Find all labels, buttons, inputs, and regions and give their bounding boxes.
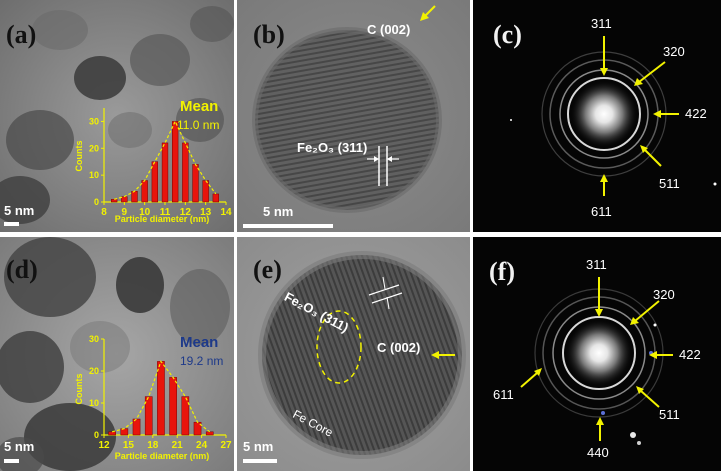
histD-xtick-label: 18: [147, 440, 159, 451]
panel-b-scale-bar: [243, 224, 333, 228]
histA-ytick-label: 10: [89, 170, 99, 180]
histA-bar: [131, 191, 138, 203]
panel-d-mean-title: Mean: [180, 334, 219, 351]
panel-d-label: (d): [6, 255, 38, 284]
panel-d-xlabel: Particle diameter (nm): [115, 451, 210, 461]
histD-xtick-label: 12: [98, 440, 110, 451]
panel-a-ylabel: Counts: [74, 141, 84, 172]
histA-fit-curve: [114, 119, 217, 200]
histA-xtick-label: 11: [160, 207, 171, 218]
panel-d-mean-value: 19.2 nm: [180, 354, 224, 368]
panel-f: (f) 311 320 422 511 440 611: [473, 237, 721, 471]
panel-f-ring-440: 440: [587, 445, 609, 460]
histD-bar: [108, 431, 116, 436]
histA-xtick-label: 13: [200, 207, 212, 218]
panel-a-mean-title: Mean: [180, 98, 219, 115]
panel-b-micrograph: [237, 0, 470, 232]
panel-e-micrograph: [237, 237, 470, 471]
panel-d-scale-bar: [4, 459, 19, 463]
histA-ytick-label: 30: [89, 116, 99, 126]
histD-bar: [169, 377, 177, 436]
panel-f-ring-611: 611: [493, 387, 514, 402]
histA-bar: [151, 161, 159, 203]
panel-a-micrograph: [0, 0, 234, 232]
panel-e: (e) Fe₂O₃ (311) C (002) Fe Core 5 nm: [237, 237, 470, 471]
panel-e-scale-bar-label: 5 nm: [243, 439, 274, 454]
histD-ytick-label: 30: [89, 334, 99, 344]
histA-bar: [212, 193, 220, 203]
panel-b-carbon-label: C (002): [367, 22, 411, 37]
panel-b: (b) C (002) Fe₂O₃ (311) 5 nm: [237, 0, 470, 232]
histA-bar: [202, 180, 209, 203]
histD-ytick-label: 20: [89, 366, 99, 376]
histA-xtick-label: 12: [180, 207, 192, 218]
panel-a-histogram: Counts 0 10 20 30 8 9 10 11 12 13 14 Particle diam…: [74, 108, 232, 224]
panel-b-scale-bar-label: 5 nm: [263, 204, 294, 219]
panel-c-ring-311: 311: [591, 16, 612, 31]
panel-f-diffraction: [520, 277, 673, 445]
histA-xtick-label: 14: [220, 207, 232, 218]
histA-ytick-label: 20: [89, 143, 99, 153]
panel-d-ylabel: Counts: [74, 374, 84, 405]
panel-e-scale-bar: [243, 459, 277, 463]
histD-bar: [120, 428, 129, 436]
panel-c-ring-511: 511: [659, 176, 680, 191]
panel-a-scale-bar: [4, 222, 19, 226]
histD-ytick-label: 10: [89, 398, 99, 408]
panel-f-ring-311: 311: [586, 257, 607, 272]
histD-bar: [181, 396, 190, 436]
panel-c-diffraction: [510, 36, 717, 196]
histA-bar: [141, 180, 148, 203]
panel-d-scale-bar-label: 5 nm: [4, 439, 35, 454]
histA-bar: [161, 142, 169, 203]
histA-bar: [182, 142, 189, 203]
panel-f-label: (f): [489, 257, 515, 286]
panel-d: (d) Counts 0 10 20 30 12 15 18 21 24 27 Particle …: [0, 237, 234, 471]
histA-bar: [171, 121, 179, 203]
histD-bar: [205, 431, 214, 436]
panel-a-mean-value: 11.0 nm: [177, 118, 220, 132]
panel-a-label: (a): [6, 20, 37, 49]
panel-c: (c) 311 320 422 511 611: [473, 0, 721, 232]
panel-a-xlabel: Particle diameter (nm): [115, 214, 210, 224]
histD-bar: [132, 418, 141, 436]
histD-bar: [144, 396, 153, 436]
histA-bar: [192, 164, 199, 203]
panel-b-fe2o3-label: Fe₂O₃ (311): [297, 140, 368, 155]
panel-c-ring-320: 320: [663, 44, 685, 59]
panel-a: (a) Counts 0 10 20 30 8 9 10 11 12 13 14 Particle …: [0, 0, 234, 232]
histD-fit-curve: [111, 360, 211, 433]
histD-xtick-label: 21: [172, 440, 184, 451]
histD-xtick-label: 24: [196, 440, 208, 451]
panel-c-ring-611: 611: [591, 204, 612, 219]
histD-xtick-label: 15: [123, 440, 135, 451]
histA-bar: [110, 199, 118, 203]
histA-ytick-label: 0: [94, 197, 99, 207]
panel-d-histogram: Counts 0 10 20 30 12 15 18 21 24 27 Particle diam…: [74, 334, 232, 461]
panel-a-scale-bar-label: 5 nm: [4, 203, 35, 218]
panel-e-carbon-label: C (002): [377, 340, 421, 355]
histD-ytick-label: 0: [94, 430, 99, 440]
panel-c-label: (c): [493, 20, 522, 49]
panel-b-label: (b): [253, 20, 285, 49]
panel-f-ring-422: 422: [679, 347, 701, 362]
histD-xtick-label: 27: [220, 440, 232, 451]
histA-xtick-label: 9: [122, 207, 128, 218]
panel-f-ring-511: 511: [659, 407, 680, 422]
histA-bar: [121, 196, 128, 203]
panel-e-label: (e): [253, 255, 282, 284]
histD-bar: [157, 361, 165, 436]
panel-f-ring-320: 320: [653, 287, 675, 302]
histA-xtick-label: 10: [139, 207, 151, 218]
histA-xtick-label: 8: [101, 207, 107, 218]
panel-c-ring-422: 422: [685, 106, 707, 121]
